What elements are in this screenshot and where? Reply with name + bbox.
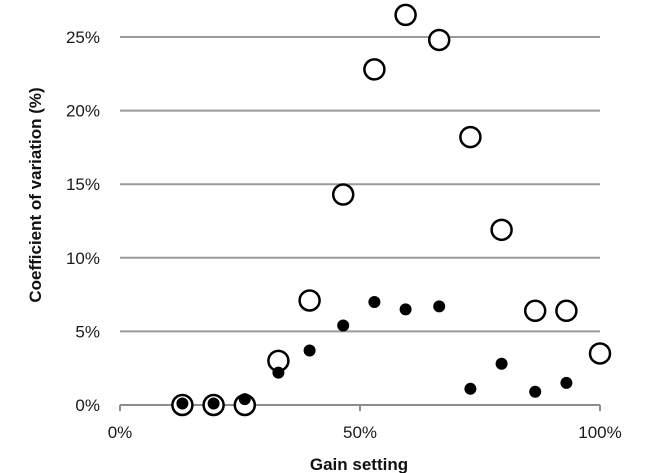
open-marker [523,299,547,323]
filled-marker [399,303,412,316]
x-axis-title: Gain setting [310,455,408,473]
y-tick-label: 0% [75,396,100,415]
filled-marker [368,295,381,308]
y-tick-label: 5% [75,322,100,341]
filled-marker [207,397,220,410]
open-marker [459,125,482,149]
gridlines [120,36,600,333]
filled-marker [272,366,285,379]
filled-marker [176,397,189,410]
x-tick-label: 100% [578,423,621,442]
open-marker [363,58,386,81]
y-tick-label: 20% [66,102,100,121]
open-marker [555,299,578,323]
tick-labels: 0% 5% 10% 15% 20% 25% 0% 50% 100% [66,28,622,442]
y-tick-label: 10% [66,249,100,268]
y-tick-label: 15% [66,175,100,194]
data-points [171,3,612,417]
y-axis-title: Coefficient of variation (%) [26,87,45,302]
axes [119,404,601,411]
x-tick-label: 0% [108,423,133,442]
filled-marker [433,300,446,313]
filled-marker [560,376,573,389]
filled-marker [238,393,251,406]
open-marker [427,28,451,52]
filled-marker [464,382,477,395]
open-marker [490,218,513,242]
filled-marker [337,319,350,332]
x-tick-label: 50% [343,423,377,442]
open-marker [588,342,612,365]
open-marker [331,183,355,206]
filled-marker [303,344,316,357]
open-marker [298,289,321,312]
open-marker [394,3,417,27]
y-tick-label: 25% [66,28,100,47]
filled-marker [529,385,542,398]
filled-marker [495,357,508,370]
